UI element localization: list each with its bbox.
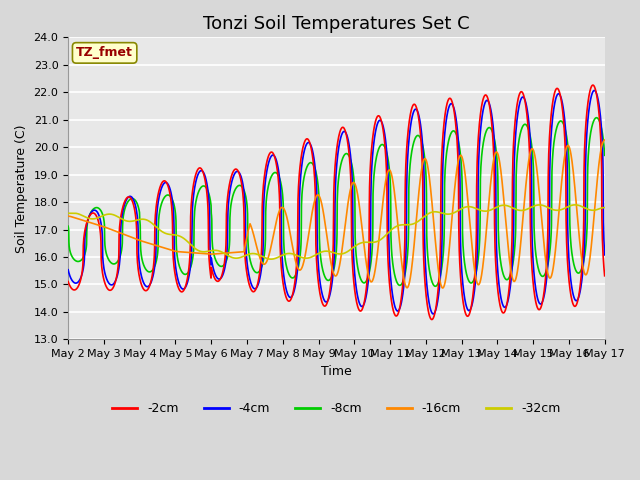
- Title: Tonzi Soil Temperatures Set C: Tonzi Soil Temperatures Set C: [203, 15, 470, 33]
- X-axis label: Time: Time: [321, 365, 352, 378]
- Legend: -2cm, -4cm, -8cm, -16cm, -32cm: -2cm, -4cm, -8cm, -16cm, -32cm: [108, 397, 566, 420]
- Text: TZ_fmet: TZ_fmet: [76, 47, 133, 60]
- Y-axis label: Soil Temperature (C): Soil Temperature (C): [15, 124, 28, 252]
